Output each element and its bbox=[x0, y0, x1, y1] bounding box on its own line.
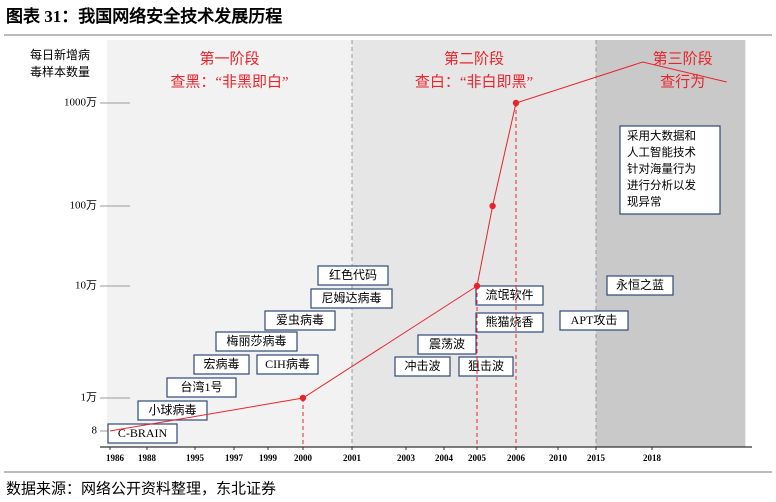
event-label: APT攻击 bbox=[571, 313, 618, 327]
y-tick-label: 1000万 bbox=[64, 97, 97, 109]
note-line: 针对海量行为 bbox=[627, 162, 696, 176]
event-box bbox=[317, 265, 389, 286]
phase-name: 第一阶段 bbox=[199, 49, 259, 67]
event-box bbox=[394, 356, 451, 377]
note-line: 进行分析以发 bbox=[627, 178, 696, 192]
event-label: 梅丽莎病毒 bbox=[226, 333, 286, 348]
x-tick-label: 2006 bbox=[507, 453, 526, 463]
event-box bbox=[606, 275, 674, 296]
event-label: 狙击波 bbox=[468, 359, 504, 373]
event-label: 爱虫病毒 bbox=[276, 312, 324, 327]
x-tick-label: 2010 bbox=[549, 453, 568, 463]
point bbox=[473, 282, 481, 290]
event-box bbox=[215, 331, 298, 352]
event-label: 流氓软件 bbox=[485, 288, 533, 302]
event-label: 震荡波 bbox=[429, 337, 465, 351]
event-box bbox=[559, 310, 629, 331]
note-line: 人工智能技术 bbox=[627, 145, 696, 159]
x-tick-label: 1988 bbox=[138, 453, 157, 463]
x-tick-label: 2004 bbox=[435, 453, 454, 463]
note-line: 采用大数据和 bbox=[627, 129, 696, 143]
event-box bbox=[193, 354, 250, 375]
event-label: 永恒之蓝 bbox=[616, 278, 664, 292]
phase-slogan: 查行为 bbox=[660, 73, 705, 90]
event-label: 红色代码 bbox=[329, 267, 377, 282]
phase-slogan: 查白：“非白即黑” bbox=[415, 73, 533, 90]
event-box bbox=[458, 356, 514, 377]
x-tick-label: 1995 bbox=[186, 453, 205, 463]
x-tick-label: 2005 bbox=[468, 453, 487, 463]
event-box bbox=[475, 285, 544, 306]
x-tick-label: 2000 bbox=[294, 453, 313, 463]
event-box bbox=[264, 310, 336, 331]
note-line: 现异常 bbox=[627, 196, 662, 209]
event-box bbox=[166, 377, 237, 398]
event-label: CIH病毒 bbox=[265, 356, 310, 371]
note-box bbox=[619, 125, 721, 215]
x-tick-label: 1999 bbox=[259, 453, 278, 463]
y-tick-label: 1万 bbox=[81, 392, 98, 404]
y-tick-label: 10万 bbox=[75, 280, 97, 292]
y-axis-label: 每日新增病 bbox=[30, 47, 90, 62]
x-tick-label: 1986 bbox=[106, 453, 125, 463]
x-tick-label: 2003 bbox=[397, 453, 416, 463]
event-label: C-BRAIN bbox=[118, 426, 168, 440]
event-label: 熊猫烧香 bbox=[485, 314, 533, 329]
phase-band bbox=[596, 40, 746, 447]
point bbox=[512, 99, 520, 107]
x-tick-label: 2001 bbox=[343, 453, 362, 463]
y-tick-label: 100万 bbox=[70, 200, 98, 212]
x-tick-label: 2015 bbox=[587, 453, 606, 463]
phase-slogan: 查黑：“非黑即白” bbox=[170, 73, 288, 90]
phase-name: 第三阶段 bbox=[653, 49, 713, 67]
event-label: 尼姆达病毒 bbox=[321, 290, 381, 305]
phase-name: 第二阶段 bbox=[444, 49, 504, 67]
event-label: 台湾1号 bbox=[180, 379, 222, 394]
event-box bbox=[310, 288, 393, 309]
x-tick-label: 1997 bbox=[225, 453, 244, 463]
point bbox=[299, 394, 307, 402]
y-axis-label: 毒样本数量 bbox=[30, 64, 90, 79]
event-box bbox=[417, 334, 477, 355]
point bbox=[489, 202, 496, 210]
source: 数据来源：网络公开资料整理，东北证券 bbox=[6, 480, 276, 497]
title: 图表 31：我国网络安全技术发展历程 bbox=[6, 6, 282, 26]
event-label: 宏病毒 bbox=[203, 356, 239, 371]
event-box bbox=[256, 354, 319, 375]
x-tick-label: 2018 bbox=[643, 453, 662, 463]
y-tick-label: 8 bbox=[92, 425, 98, 437]
event-label: 小球病毒 bbox=[148, 402, 196, 417]
event-label: 冲击波 bbox=[404, 358, 440, 373]
event-box bbox=[475, 312, 544, 333]
phase-band bbox=[352, 40, 596, 447]
